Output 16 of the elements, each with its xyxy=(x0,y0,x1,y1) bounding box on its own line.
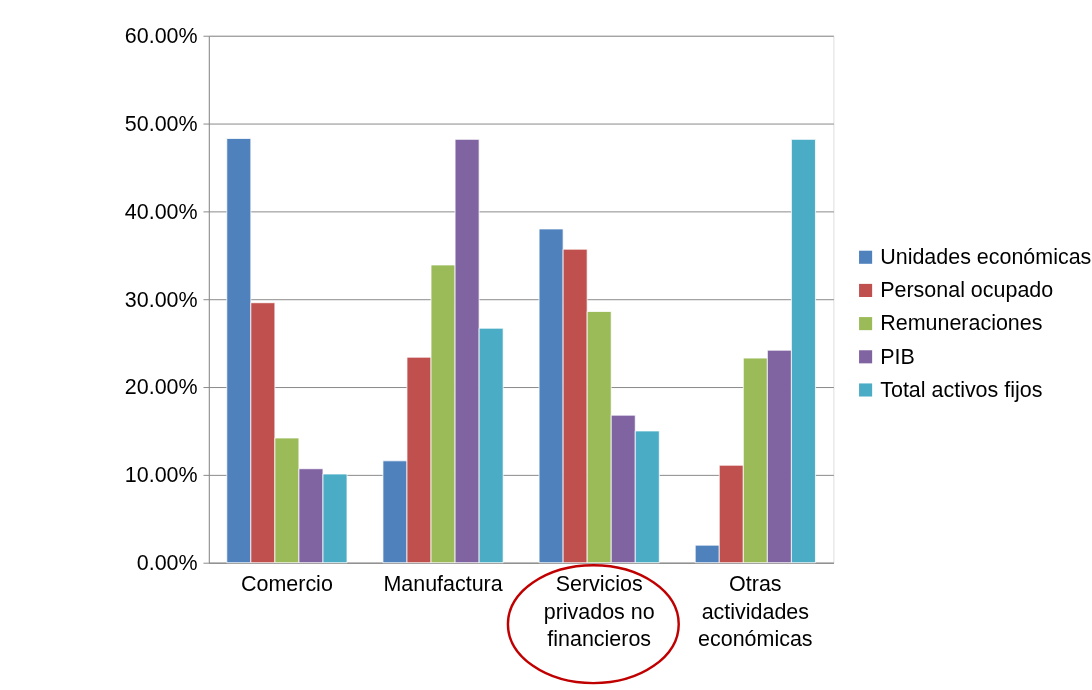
legend-label: Total activos fijos xyxy=(880,377,1043,402)
legend-label: PIB xyxy=(880,344,915,369)
legend-label: Personal ocupado xyxy=(880,278,1054,303)
y-tick-label: 10.00% xyxy=(124,463,198,488)
y-tick-label: 30.00% xyxy=(124,287,198,312)
y-tick-label: 50.00% xyxy=(124,111,198,136)
y-tick-label: 20.00% xyxy=(124,375,198,400)
y-tick-label: 60.00% xyxy=(124,24,198,49)
y-tick-label: 40.00% xyxy=(124,199,198,224)
legend-label: Remuneraciones xyxy=(880,311,1043,336)
x-tick-label: Otras actividades económicas xyxy=(698,572,813,652)
x-tick-label: Comercio xyxy=(241,572,333,597)
x-tick-label: Servicios privados no financieros xyxy=(543,572,655,652)
legend-label: Unidades económicas xyxy=(880,245,1092,270)
x-tick-label: Manufactura xyxy=(383,572,503,597)
y-tick-label: 0.00% xyxy=(136,551,198,576)
